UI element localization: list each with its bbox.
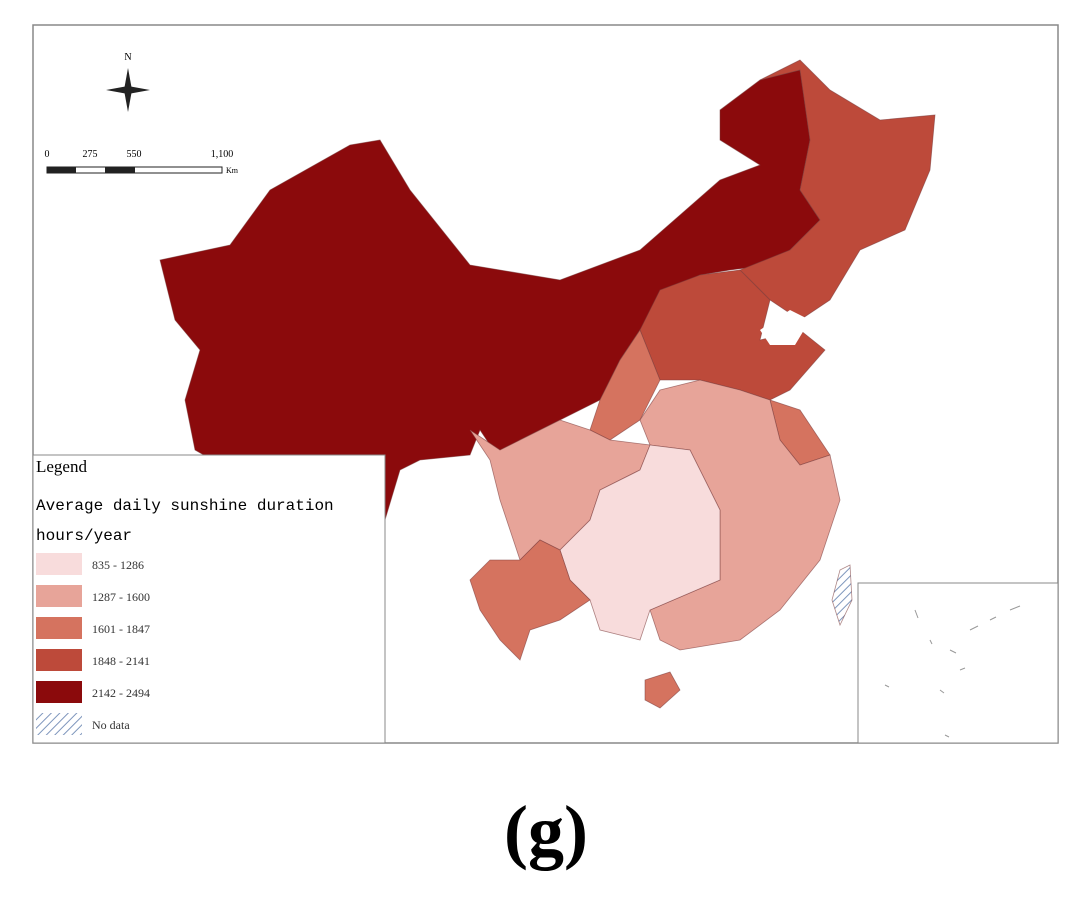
- caption: (g): [504, 791, 588, 871]
- legend-swatch: [36, 681, 82, 703]
- region: [739, 59, 936, 321]
- legend-swatch: [36, 553, 82, 575]
- legend-label: No data: [92, 718, 130, 732]
- legend-swatch: [36, 617, 82, 639]
- legend-title: Average daily sunshine duration: [36, 497, 334, 515]
- scale-label: 0: [45, 149, 50, 160]
- sea: [760, 310, 810, 345]
- region: [644, 671, 681, 709]
- legend-label: 2142 - 2494: [92, 686, 150, 700]
- legend-label: 1287 - 1600: [92, 590, 150, 604]
- north-arrow: N: [106, 52, 150, 112]
- scale-bar: 0 275 550 1,100 Km: [45, 149, 239, 175]
- legend-swatch: [36, 649, 82, 671]
- region: [639, 269, 826, 401]
- region: [469, 539, 591, 661]
- legend-swatch: [36, 585, 82, 607]
- north-label: N: [124, 52, 131, 63]
- legend-items: 835 - 1286 1287 - 1600 1601 - 1847 1848 - 2…: [36, 553, 150, 735]
- legend-label: 1601 - 1847: [92, 622, 150, 636]
- region: [831, 564, 853, 627]
- inset-map: [857, 582, 1059, 744]
- scale-label: 275: [83, 149, 98, 160]
- scale-label: 1,100: [211, 149, 234, 160]
- legend-label: 835 - 1286: [92, 558, 144, 572]
- inset-islands: [884, 605, 1021, 738]
- legend-label: 1848 - 2141: [92, 654, 150, 668]
- legend-subtitle: hours/year: [36, 527, 132, 545]
- legend-swatch: [36, 713, 82, 735]
- regions: [159, 59, 936, 709]
- legend-heading: Legend: [36, 457, 87, 476]
- legend-box: [32, 454, 386, 744]
- scale-label: 550: [127, 149, 142, 160]
- scale-unit: Km: [226, 166, 239, 175]
